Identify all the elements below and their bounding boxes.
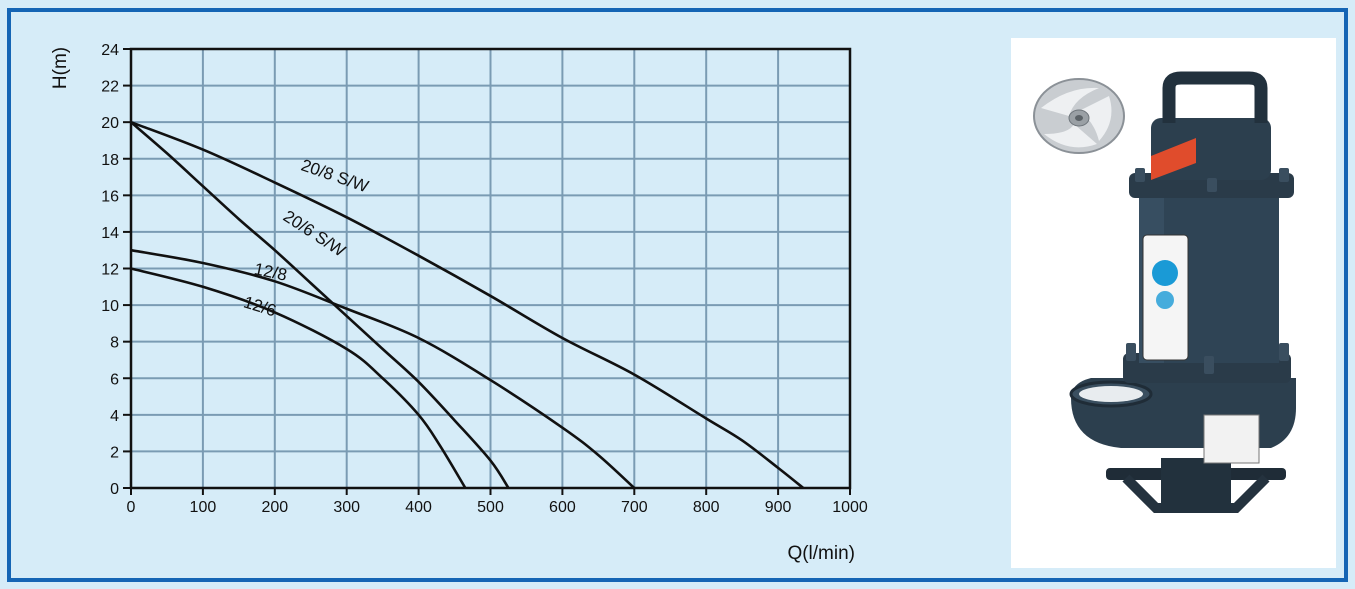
y-tick-label: 12 (101, 262, 119, 279)
x-tick-label: 0 (127, 499, 136, 516)
series-line-2 (130, 248, 636, 489)
x-tick-label: 300 (333, 499, 360, 516)
y-tick-label: 2 (110, 444, 119, 461)
x-tick-label: 700 (621, 499, 648, 516)
y-tick-label: 0 (110, 481, 119, 498)
x-tick-label: 600 (549, 499, 576, 516)
impeller-icon (1033, 78, 1125, 154)
curves (130, 120, 805, 490)
y-axis-label: H(m) (50, 47, 71, 89)
series-line-3 (130, 267, 467, 489)
y-tick-label: 6 (110, 371, 119, 388)
x-tick-label: 1000 (832, 499, 868, 516)
x-tick-label: 800 (693, 499, 720, 516)
series-line-0 (130, 120, 805, 490)
y-tick-label: 18 (101, 152, 119, 169)
y-tick-label: 14 (101, 225, 119, 242)
x-axis-label: Q(l/min) (787, 543, 855, 564)
y-tick-label: 20 (101, 115, 119, 132)
y-tick-label: 8 (110, 335, 119, 352)
x-tick-label: 100 (190, 499, 217, 516)
x-tick-label: 500 (477, 499, 504, 516)
plot-border (129, 47, 852, 490)
y-tick-label: 22 (101, 79, 119, 96)
y-tick-label: 24 (101, 42, 119, 59)
submersible-pump-photo (1033, 71, 1296, 513)
y-tick-label: 16 (101, 188, 119, 205)
x-tick-label: 900 (765, 499, 792, 516)
y-tick-label: 4 (110, 408, 119, 425)
y-tick-label: 10 (101, 298, 119, 315)
x-tick-label: 400 (405, 499, 432, 516)
x-tick-label: 200 (261, 499, 288, 516)
series-line-1 (130, 121, 510, 489)
grid (130, 48, 851, 489)
axes: 0 100 200 300 400 500 600 700 800 900 100002468101… (101, 42, 868, 516)
product-photo-panel (1011, 38, 1336, 568)
